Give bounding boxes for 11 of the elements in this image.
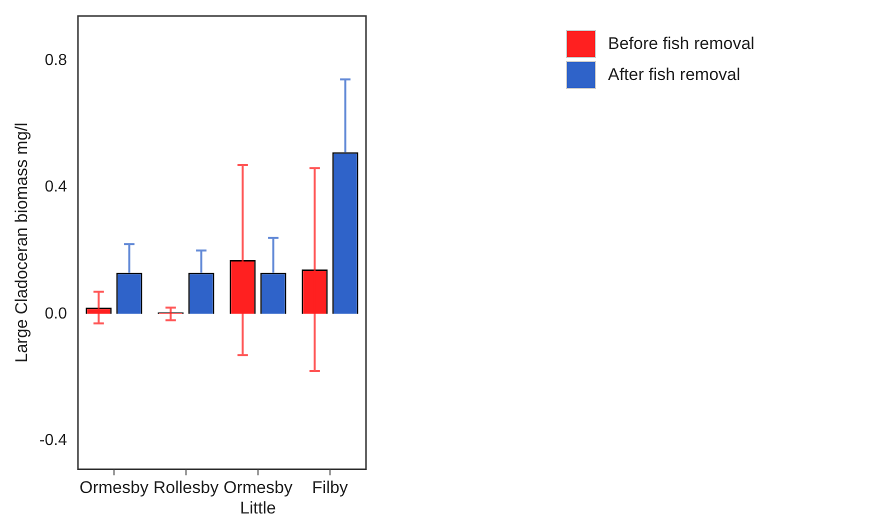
x-tick-label: Ormesby: [79, 478, 149, 498]
y-tick-label: -0.4: [39, 432, 68, 450]
x-tick-label: Filby: [312, 478, 348, 498]
x-tick-label: Rollesby: [153, 478, 220, 498]
y-tick-label: 0.8: [44, 52, 68, 69]
legend-label: After fish removal: [608, 64, 740, 84]
y-tick-label: 0.0: [44, 305, 68, 322]
y-tick-label: 0.4: [44, 178, 68, 196]
x-tick-label: Ormesby Little: [224, 478, 293, 518]
y-axis-title: Large Cladoceran biomass mg/l: [12, 122, 31, 363]
legend-label: Before fish removal: [608, 34, 754, 54]
